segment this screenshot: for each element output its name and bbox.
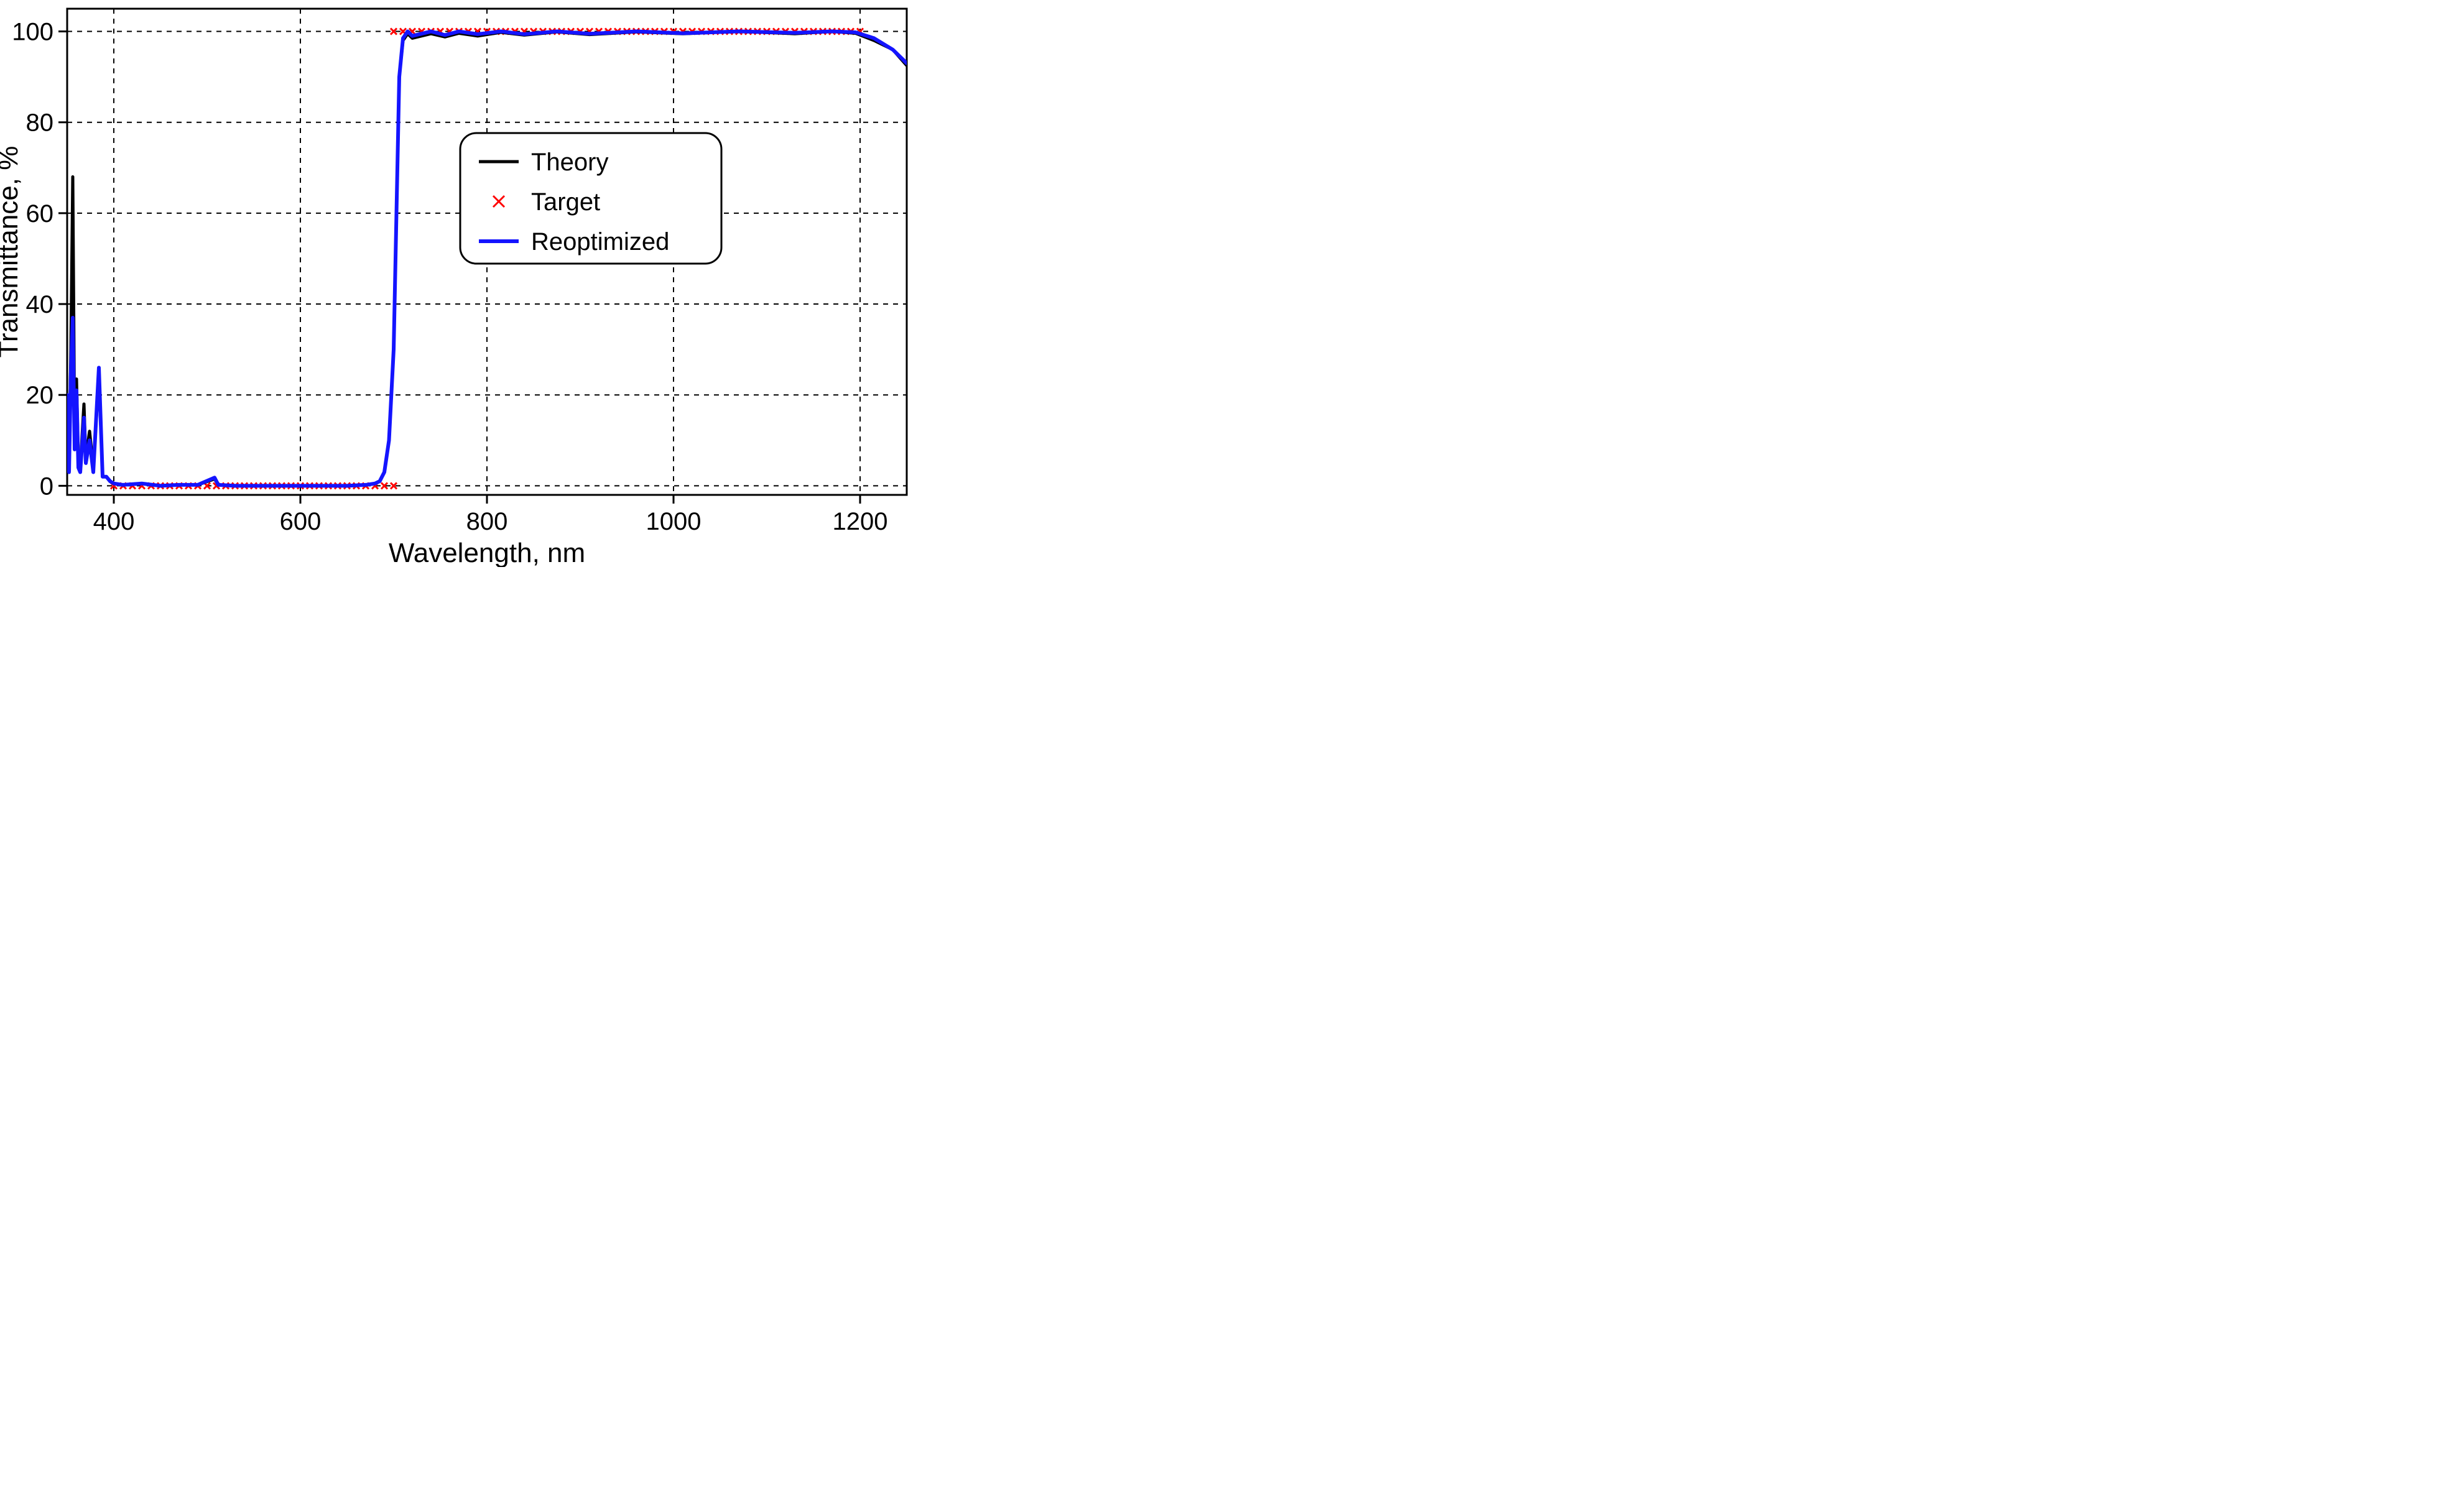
svg-text:Reoptimized: Reoptimized xyxy=(531,228,669,256)
svg-text:1000: 1000 xyxy=(646,508,702,535)
transmittance-chart: 400 600 800 1000 1200 0 20 40 60 80 100 Wavelength,… xyxy=(0,0,2459,567)
svg-text:20: 20 xyxy=(26,382,54,409)
svg-text:60: 60 xyxy=(26,200,54,228)
svg-text:400: 400 xyxy=(93,508,135,535)
svg-text:100: 100 xyxy=(12,19,53,46)
svg-text:40: 40 xyxy=(26,291,54,318)
svg-text:Theory: Theory xyxy=(531,149,609,176)
svg-text:Wavelength, nm: Wavelength, nm xyxy=(389,538,585,567)
svg-text:800: 800 xyxy=(466,508,508,535)
svg-text:Target: Target xyxy=(531,188,600,216)
svg-text:Transmittance, %: Transmittance, % xyxy=(0,146,24,358)
svg-text:80: 80 xyxy=(26,109,54,137)
svg-text:0: 0 xyxy=(40,472,53,500)
svg-text:1200: 1200 xyxy=(833,508,888,535)
svg-text:600: 600 xyxy=(280,508,322,535)
